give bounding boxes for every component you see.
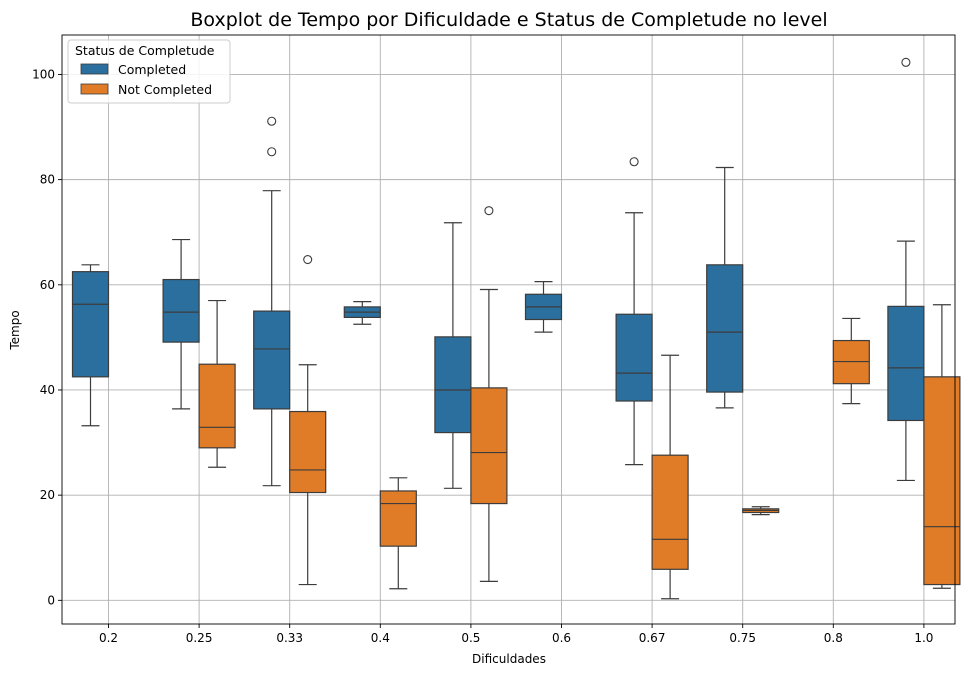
y-tick-label: 100 bbox=[32, 67, 55, 81]
outlier-point bbox=[303, 255, 313, 265]
x-axis-label: Dificuldades bbox=[472, 652, 546, 666]
x-tick-label: 0.4 bbox=[371, 631, 390, 645]
box-body bbox=[71, 271, 110, 378]
box-body bbox=[379, 490, 417, 547]
box-body bbox=[162, 278, 200, 343]
x-tick-label: 1.0 bbox=[914, 631, 933, 645]
x-tick-label: 0.25 bbox=[186, 631, 213, 645]
x-tick-label: 0.2 bbox=[99, 631, 118, 645]
y-tick-label: 0 bbox=[47, 593, 55, 607]
legend-swatch-not-completed bbox=[80, 83, 109, 95]
box-not-completed bbox=[470, 206, 508, 583]
y-tick-label: 40 bbox=[40, 383, 55, 397]
box-completed bbox=[887, 57, 925, 482]
box-body bbox=[470, 387, 508, 505]
box-body bbox=[923, 376, 961, 586]
box-not-completed bbox=[923, 304, 961, 589]
y-tick-label: 80 bbox=[40, 173, 55, 187]
box-body bbox=[651, 454, 689, 570]
x-tick-label: 0.6 bbox=[552, 631, 571, 645]
legend-label-not-completed: Not Completed bbox=[118, 82, 212, 97]
y-tick-label: 60 bbox=[40, 278, 55, 292]
x-tick-label: 0.67 bbox=[639, 631, 666, 645]
box-completed bbox=[343, 301, 381, 325]
box-completed bbox=[524, 281, 563, 333]
box-body bbox=[289, 410, 327, 494]
box-not-completed bbox=[379, 477, 417, 590]
y-axis-label: Tempo bbox=[8, 310, 22, 350]
box-body bbox=[198, 363, 236, 449]
box-not-completed bbox=[651, 354, 689, 600]
box-completed bbox=[162, 238, 200, 410]
box-completed bbox=[434, 222, 472, 489]
box-not-completed bbox=[198, 299, 236, 468]
legend-title: Status de Completude bbox=[75, 43, 215, 58]
legend-swatch-completed bbox=[80, 63, 109, 75]
outlier-point bbox=[267, 147, 277, 157]
box-not-completed bbox=[742, 506, 780, 516]
box-body bbox=[615, 313, 653, 402]
x-tick-label: 0.33 bbox=[276, 631, 303, 645]
x-tick-label: 0.5 bbox=[461, 631, 480, 645]
boxes bbox=[71, 57, 961, 600]
legend-label-completed: Completed bbox=[118, 62, 186, 77]
box-not-completed bbox=[289, 255, 327, 586]
x-tick-label: 0.75 bbox=[729, 631, 756, 645]
box-body bbox=[706, 264, 744, 393]
y-tick-label: 20 bbox=[40, 488, 55, 502]
box-not-completed bbox=[832, 317, 870, 405]
ticks: 0.2 0.25 0.33 0.4 0.5 0.6 0.67 0.75 0.8 1.0 0 20 40 6… bbox=[32, 67, 933, 645]
box-completed bbox=[71, 264, 110, 427]
box-completed bbox=[706, 166, 744, 409]
box-body bbox=[434, 336, 472, 434]
outlier-point bbox=[267, 116, 277, 126]
outlier-point bbox=[629, 157, 639, 167]
legend: Status de Completude Completed Not Compl… bbox=[67, 39, 231, 104]
box-body bbox=[253, 310, 291, 410]
chart-title: Boxplot de Tempo por Dificuldade e Statu… bbox=[190, 9, 827, 31]
box-completed bbox=[253, 116, 291, 487]
legend-frame bbox=[67, 39, 231, 104]
outlier-point bbox=[901, 57, 911, 67]
box-body bbox=[887, 305, 925, 422]
outlier-point bbox=[484, 206, 494, 216]
box-completed bbox=[615, 157, 653, 466]
x-tick-label: 0.8 bbox=[824, 631, 843, 645]
plot-frame bbox=[61, 34, 956, 625]
